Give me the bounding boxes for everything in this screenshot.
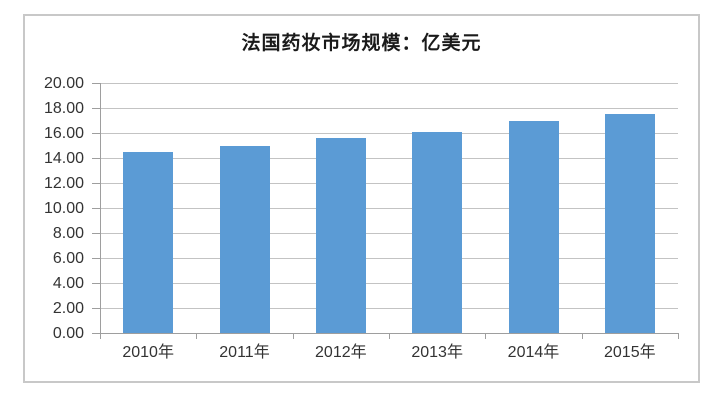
bar-2015年 [604,114,655,333]
gridline [100,208,678,209]
x-axis-tick-mark [389,333,390,339]
y-axis-tick-mark [92,108,100,109]
y-axis-tick-label: 14.00 [43,150,84,167]
bar-2014年 [508,120,559,333]
x-axis-tick-label: 2011年 [219,344,270,361]
y-axis-tick-marks [92,83,100,334]
x-axis-tick-label: 2014年 [507,344,560,361]
y-axis-tick-label: 16.00 [43,125,84,142]
y-axis-tick-label: 10.00 [43,200,84,217]
y-axis-tick-mark [92,333,100,334]
bar-2012年 [315,138,366,333]
x-axis-tick-label: 2013年 [411,344,463,361]
chart-frame: 法国药妆市场规模：亿美元 0.00 2.00 4.00 6.00 8.00 10.00 12… [23,14,700,383]
bar-2010年 [123,151,174,333]
y-axis-line [100,83,101,333]
y-axis-tick-label: 20.00 [43,75,84,92]
gridline [100,108,678,109]
y-axis-tick-labels: 0.00 2.00 4.00 6.00 8.00 10.00 12.00 14.00 16.00… [25,75,84,342]
x-axis-tick-label: 2012年 [315,344,367,361]
y-axis-tick-label: 18.00 [43,100,84,117]
y-axis-tick-mark [92,233,100,234]
bar-2013年 [412,131,463,333]
y-axis-tick-mark [92,308,100,309]
y-axis-tick-mark [92,258,100,259]
gridline [100,133,678,134]
y-axis-tick-label: 4.00 [52,275,84,292]
x-axis-tick-label: 2010年 [122,344,174,361]
y-axis-tick-mark [92,83,100,84]
gridline [100,158,678,159]
bar-2011年 [219,145,270,333]
x-axis-tick-marks [100,333,679,339]
y-axis-tick-mark [92,283,100,284]
x-axis-tick-label: 2015年 [604,344,656,361]
y-axis-tick-mark [92,133,100,134]
y-axis-tick-label: 2.00 [52,300,84,317]
gridline [100,233,678,234]
gridline [100,283,678,284]
x-axis-tick-mark [196,333,198,339]
gridline [100,258,678,259]
x-axis-tick-mark [292,333,294,339]
y-axis-tick-label: 8.00 [52,225,84,242]
y-axis-tick-mark [92,183,100,184]
y-axis-tick-mark [92,158,100,159]
gridline [100,83,678,84]
gridline [100,183,678,184]
y-axis-tick-label: 0.00 [52,325,84,342]
y-axis-tick-label: 6.00 [52,250,84,267]
x-axis-tick-mark [100,333,101,339]
x-axis-tick-mark [581,333,583,339]
y-axis-tick-mark [92,208,100,209]
y-axis-tick-label: 12.00 [43,175,84,192]
x-axis-tick-mark [485,333,487,339]
x-axis-tick-labels: 2010年 2011年 2012年 2013年 2014年 2015年 [100,343,678,365]
gridline [100,308,678,309]
chart-title: 法国药妆市场规模：亿美元 [241,33,482,54]
x-axis-tick-mark [678,333,679,339]
plot-area [100,83,679,334]
